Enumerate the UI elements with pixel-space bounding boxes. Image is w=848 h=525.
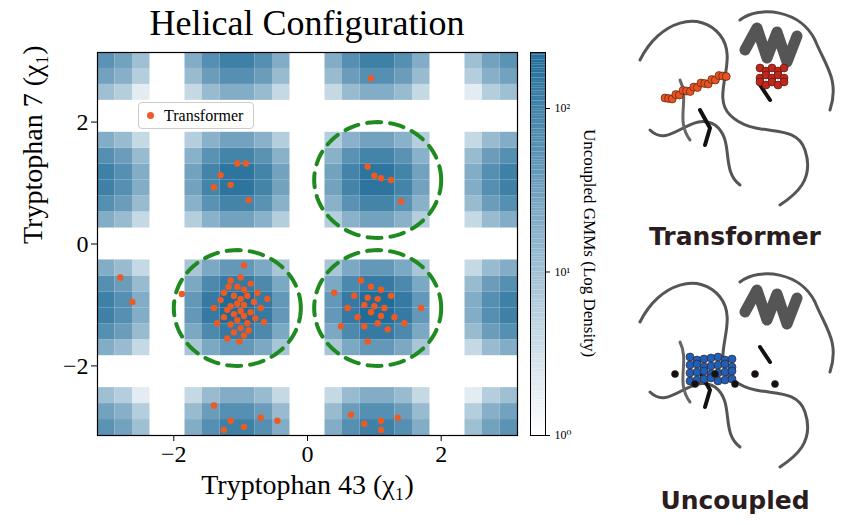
svg-text:0: 0 bbox=[77, 231, 89, 257]
html-text:Uncoupled: Uncoupled bbox=[660, 486, 810, 515]
svg-text:2: 2 bbox=[435, 441, 447, 467]
svg-text:10⁰: 10⁰ bbox=[555, 428, 572, 442]
svg-text:2: 2 bbox=[77, 109, 89, 135]
svg-text:Tryptophan 43 (χ₁): Tryptophan 43 (χ₁) bbox=[201, 469, 414, 500]
svg-text:10¹: 10¹ bbox=[555, 265, 571, 279]
svg-text:10²: 10² bbox=[555, 101, 571, 115]
html-text:Uncoupled GMMs (Log Density): Uncoupled GMMs (Log Density) bbox=[580, 129, 599, 358]
svg-text:−2: −2 bbox=[161, 441, 187, 467]
svg-text:Tryptophan 7 (χ₁): Tryptophan 7 (χ₁) bbox=[17, 46, 48, 245]
svg-text:−2: −2 bbox=[63, 353, 89, 379]
html-text:Transformer: Transformer bbox=[649, 222, 821, 251]
html-text:Helical Configuration: Helical Configuration bbox=[149, 3, 465, 43]
svg-text:0: 0 bbox=[302, 441, 314, 467]
html-text:Transformer: Transformer bbox=[164, 106, 244, 124]
